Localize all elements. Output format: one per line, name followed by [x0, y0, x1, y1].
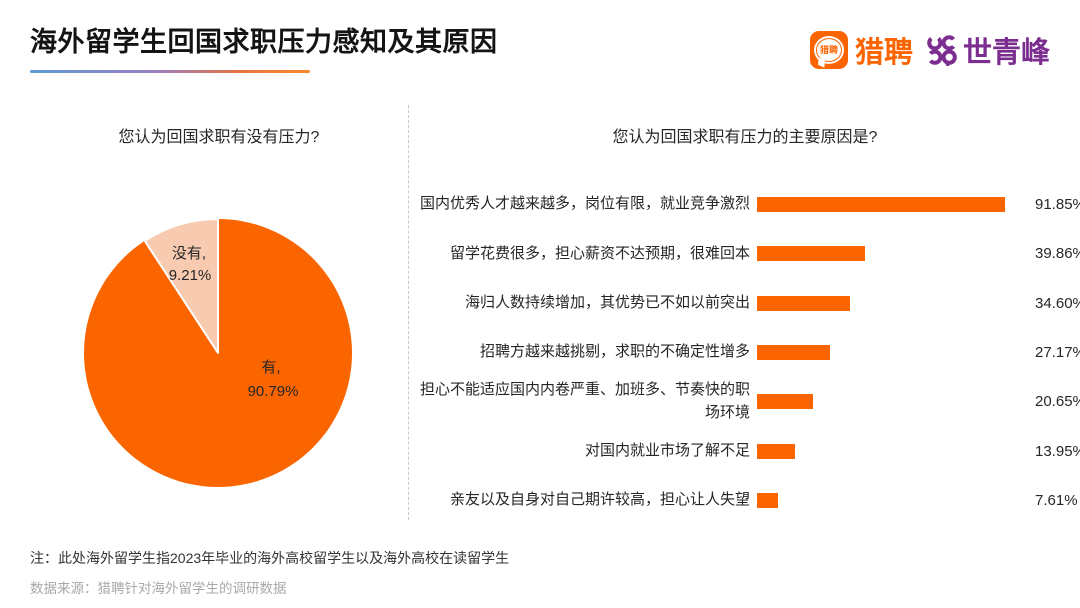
bar-track — [757, 492, 1027, 508]
bubble-ring: 猎聘 — [815, 38, 842, 62]
shiqingfeng-wordmark: 世青峰 — [962, 37, 1050, 69]
pie-label-yes-line1: 有, — [261, 359, 280, 376]
bar-category-label: 海归人数持续增加，其优势已不如以前突出 — [464, 293, 750, 311]
bar-value-label: 27.17% — [1035, 344, 1080, 362]
pie-label-yes-line2: 90.79% — [248, 383, 299, 400]
bar-row: 招聘方越来越挑剔，求职的不确定性增多 27.17% — [420, 328, 1080, 377]
pie-slice-no — [143, 218, 219, 354]
bar-fill — [757, 295, 851, 311]
bar-row: 留学花费很多，担心薪资不达预期，很难回本 39.86% — [420, 229, 1080, 278]
bar-fill — [757, 246, 865, 262]
bar-chart-title: 您认为回国求职有压力的主要原因是? — [612, 129, 878, 146]
bar-value-label: 20.65% — [1035, 393, 1080, 411]
shiqingfeng-icon — [927, 35, 957, 66]
bar-category-label: 国内优秀人才越来越多，岗位有限，就业竞争激烈 — [420, 195, 751, 213]
footnote: 注：此处海外留学生指2023年毕业的海外高校留学生以及海外高校在读留学生 — [30, 550, 510, 566]
bar-category-label: 招聘方越来越挑剔，求职的不确定性增多 — [479, 343, 750, 361]
title-underline — [30, 70, 310, 73]
pie-chart: 没有, 9.21% 有, 90.79% — [84, 218, 352, 487]
bar-row: 国内优秀人才越来越多，岗位有限，就业竞争激烈 91.85% — [420, 180, 1080, 229]
pie-chart-title: 您认为回国求职有没有压力? — [118, 129, 320, 146]
bar-fill — [757, 197, 1005, 213]
bar-track — [757, 246, 1027, 262]
bar-category-label: 亲友以及自身对自己期许较高，担心让人失望 — [449, 491, 750, 509]
bar-category-label: 对国内就业市场了解不足 — [584, 441, 750, 459]
bar-row: 亲友以及自身对自己期许较高，担心让人失望 7.61% — [420, 476, 1078, 525]
bar-value-label: 91.85% — [1035, 196, 1080, 214]
bar-track — [757, 197, 1027, 213]
liepin-app-icon: 猎聘 — [809, 31, 848, 69]
bar-track — [757, 295, 1027, 311]
bar-row: 对国内就业市场了解不足 13.95% — [420, 426, 1080, 475]
bar-track — [757, 443, 1027, 459]
bar-value-label: 34.60% — [1035, 294, 1080, 312]
bar-category-label: 担心不能适应国内内卷严重、加班多、节奏快的职场环境 — [420, 381, 751, 421]
bar-category-label: 留学花费很多，担心薪资不达预期，很难回本 — [449, 244, 750, 262]
bar-value-label: 39.86% — [1035, 245, 1080, 263]
shiqingfeng-logo: 世青峰 — [926, 29, 1050, 71]
data-source: 数据来源：猎聘针对海外留学生的调研数据 — [30, 581, 287, 596]
liepin-wordmark: 猎聘 — [854, 37, 913, 69]
bar-fill — [757, 492, 778, 508]
bar-track — [757, 345, 1027, 361]
page-title: 海外留学生回国求职压力感知及其原因 — [30, 27, 498, 57]
bubble-tail — [817, 57, 825, 68]
pie-label-no-line1: 没有, — [172, 245, 206, 262]
bar-row: 海归人数持续增加，其优势已不如以前突出 34.60% — [420, 279, 1080, 328]
bar-fill — [757, 345, 831, 361]
bar-value-label: 13.95% — [1035, 442, 1080, 460]
brand-logos: 猎聘 猎聘 世青峰 — [809, 29, 1050, 71]
bar-row: 担心不能适应国内内卷严重、加班多、节奏快的职场环境 20.65% — [420, 377, 1080, 426]
pie-label-no-line2: 9.21% — [169, 267, 212, 284]
panel-divider — [408, 105, 409, 520]
bar-fill — [757, 443, 795, 459]
liepin-icon-text: 猎聘 — [819, 44, 838, 55]
bar-track — [757, 394, 1027, 410]
bar-chart: 国内优秀人才越来越多，岗位有限，就业竞争激烈 91.85% 留学花费很多，担心薪资不… — [420, 180, 1080, 525]
bar-value-label: 7.61% — [1035, 491, 1078, 509]
liepin-logo: 猎聘 猎聘 — [809, 29, 913, 71]
bar-fill — [757, 394, 813, 410]
